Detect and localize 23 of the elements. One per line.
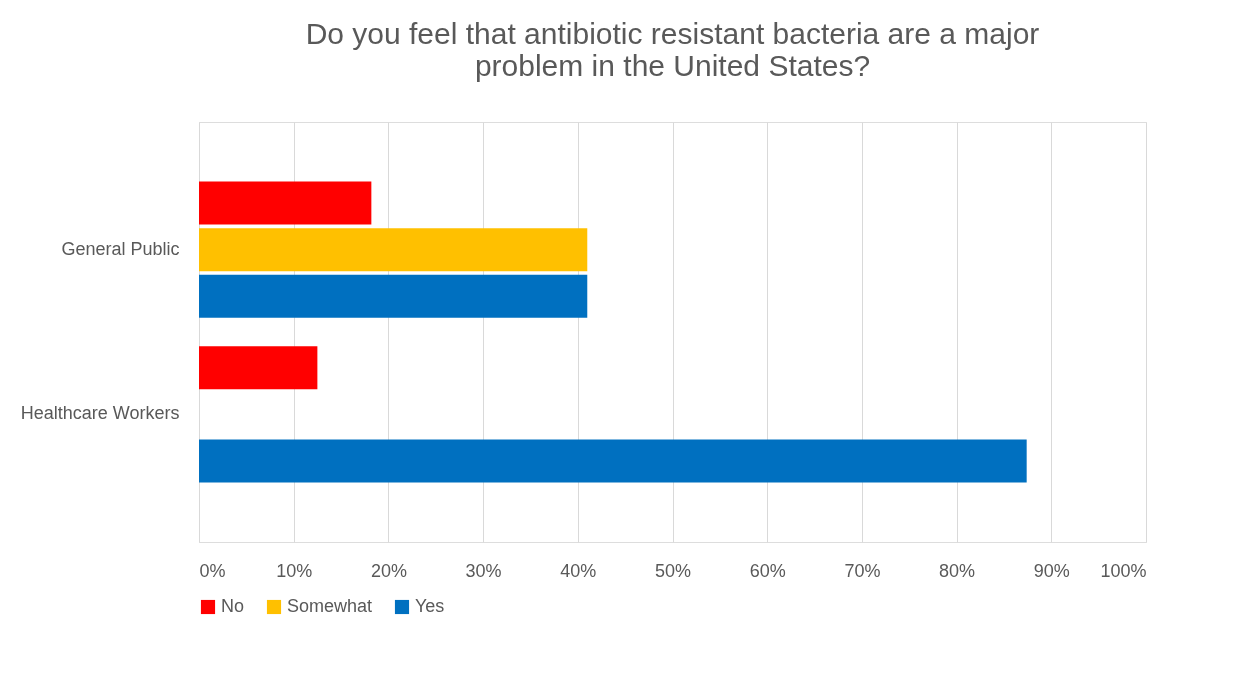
x-tick-label: 90% [1033,560,1070,581]
legend-label: Yes [415,596,445,616]
legend-label: Somewhat [287,596,373,616]
x-tick-label: 40% [560,560,597,581]
x-tick-label: 80% [939,560,976,581]
x-tick-label: 10% [276,560,313,581]
x-tick-label: 20% [370,560,407,581]
text: Do you feel that antibiotic resistant bacteria are a major [305,17,1040,50]
y-tick-label: Healthcare Workers [20,403,180,424]
bar [199,228,588,272]
bar [199,274,588,318]
x-tick-label: 70% [844,560,881,581]
text: problem in the United States? [474,49,871,82]
bar [199,346,318,390]
x-tick-label: 30% [465,560,502,581]
x-tick-label: 0% [199,560,226,581]
y-tick-label: General Public [61,238,180,259]
x-tick-label: 60% [749,560,786,581]
bar [199,181,372,225]
bar [199,439,1027,483]
x-tick-label: 50% [654,560,692,581]
legend-label: No [221,596,245,616]
x-tick-label: 100% [1100,560,1147,581]
